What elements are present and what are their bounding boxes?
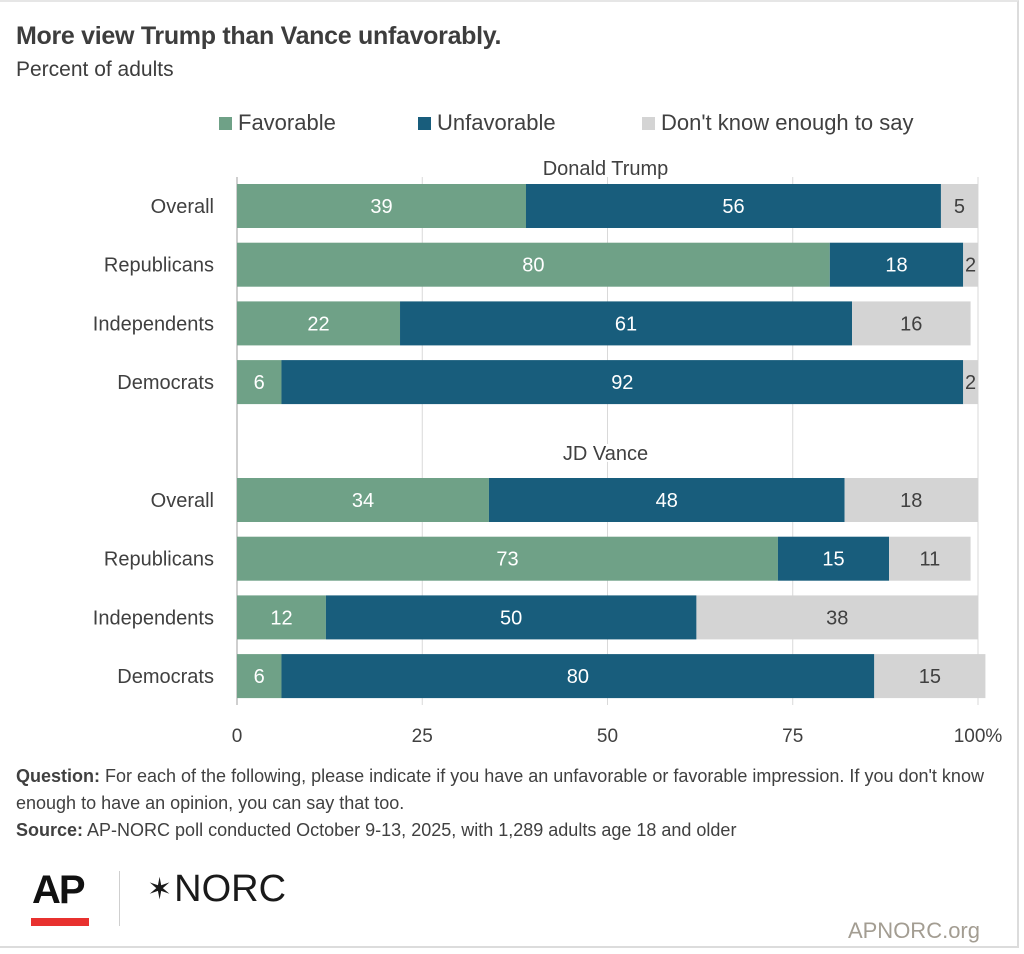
data-label: 6: [254, 666, 265, 688]
category-label: Overall: [151, 196, 214, 218]
data-label: 15: [822, 549, 844, 571]
bar-segment-unfavorable: [281, 654, 875, 699]
bar-segment-favorable: [237, 184, 526, 228]
ap-logo-underline: [31, 918, 89, 926]
data-label: 80: [567, 666, 589, 688]
bar-segment-unfavorable: [400, 301, 853, 346]
bar-segment-dont-know: [963, 242, 978, 287]
bar-segment-dont-know: [963, 360, 978, 405]
question-note: Question: For each of the following, ple…: [16, 766, 984, 813]
data-label: 80: [522, 255, 544, 277]
category-label: Independents: [93, 313, 214, 335]
chart-subtitle: Percent of adults: [16, 58, 174, 81]
legend-label: Unfavorable: [437, 110, 556, 135]
legend-swatch-unfavorable: [418, 116, 431, 130]
bar-segment-favorable: [237, 242, 830, 287]
legend: Favorable Unfavorable Don't know enough …: [0, 110, 1024, 140]
x-tick-label: 50: [597, 726, 618, 747]
bar-segment-dont-know: [940, 184, 978, 228]
category-label: Republicans: [104, 255, 214, 277]
norc-logo-text: NORC: [174, 868, 287, 910]
stacked-bar-chart: 0 25 50 75 100% Donald Trump Overall 39 56 5 Repub…: [93, 156, 1003, 747]
data-label: 15: [919, 666, 941, 688]
bar-segment-favorable: [237, 654, 282, 699]
bar-segment-favorable: [237, 478, 489, 522]
bar-segment-dont-know: [844, 478, 978, 522]
x-tick-label: 100%: [954, 726, 1003, 747]
bar-segment-dont-know: [874, 654, 986, 699]
data-label: 11: [919, 549, 940, 571]
data-label: 5: [954, 196, 965, 218]
legend-item-favorable: Favorable: [219, 110, 336, 136]
category-label: Republicans: [104, 549, 214, 571]
x-tick-label: 25: [412, 726, 433, 747]
data-label: 18: [885, 255, 907, 277]
data-label: 6: [254, 372, 265, 394]
data-label: 16: [900, 313, 922, 335]
bar-segment-unfavorable: [281, 360, 964, 405]
bar-segment-dont-know: [696, 595, 978, 640]
bar-segment-unfavorable: [525, 184, 941, 228]
x-tick-label: 0: [232, 726, 243, 747]
category-label: Democrats: [117, 372, 214, 394]
data-label: 56: [722, 196, 744, 218]
data-label: 92: [611, 372, 633, 394]
bar-segment-unfavorable: [488, 478, 845, 522]
legend-label: Favorable: [238, 110, 336, 135]
group-label: Donald Trump: [543, 158, 669, 180]
legend-label: Don't know enough to say: [661, 110, 914, 135]
data-label: 2: [965, 255, 976, 277]
legend-swatch-dont-know: [642, 116, 655, 130]
bar-segment-dont-know: [852, 301, 971, 346]
source-note: Source: AP-NORC poll conducted October 9…: [16, 820, 737, 840]
data-label: 73: [496, 549, 518, 571]
data-label: 2: [965, 372, 976, 394]
data-label: 38: [826, 607, 848, 629]
data-label: 48: [656, 490, 678, 512]
bar-segment-favorable: [237, 360, 282, 405]
data-label: 50: [500, 607, 522, 629]
legend-item-dont-know: Don't know enough to say: [642, 110, 913, 136]
site-link[interactable]: APNORC.org: [847, 918, 980, 943]
category-label: Overall: [151, 490, 214, 512]
chart-title: More view Trump than Vance unfavorably.: [16, 22, 502, 50]
bar-segment-favorable: [237, 536, 778, 581]
bar-segment-favorable: [237, 301, 401, 346]
bar-segment-favorable: [237, 595, 326, 640]
norc-star-icon: ✶: [147, 873, 173, 906]
legend-item-unfavorable: Unfavorable: [418, 110, 556, 136]
logo-divider: [119, 871, 120, 926]
category-label: Independents: [93, 607, 214, 629]
ap-logo: AP: [32, 868, 86, 912]
data-label: 61: [615, 313, 637, 335]
category-label: Democrats: [117, 666, 214, 688]
legend-swatch-favorable: [219, 116, 232, 130]
x-tick-label: 75: [782, 726, 803, 747]
bar-segment-unfavorable: [777, 536, 890, 581]
data-label: 18: [900, 490, 922, 512]
data-label: 22: [307, 313, 329, 335]
footnote: Question: For each of the following, ple…: [16, 763, 996, 844]
data-label: 34: [352, 490, 374, 512]
bar-segment-unfavorable: [829, 242, 964, 287]
group-label: JD Vance: [563, 443, 648, 465]
bar-segment-dont-know: [889, 536, 971, 581]
data-label: 39: [370, 196, 392, 218]
norc-logo: ✶ NORC: [147, 868, 286, 911]
bar-segment-unfavorable: [325, 595, 697, 640]
data-label: 12: [270, 607, 292, 629]
